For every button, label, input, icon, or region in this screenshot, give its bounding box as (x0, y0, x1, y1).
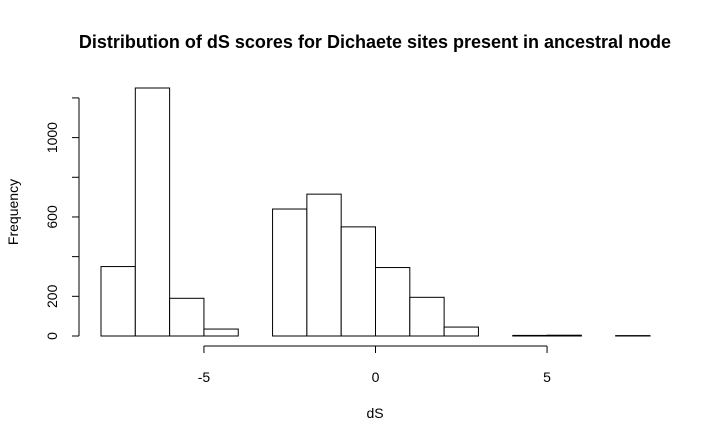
histogram-bar (306, 193, 342, 337)
histogram-bar (203, 328, 239, 337)
x-tick-label: 0 (372, 369, 380, 385)
histogram-bar (272, 208, 308, 337)
histogram-bar (546, 334, 582, 337)
y-tick-label: 0 (44, 332, 60, 340)
histogram-bar (512, 334, 548, 337)
x-tick-label: 5 (543, 369, 551, 385)
histogram-bar (340, 226, 376, 337)
y-axis: 0 200 600 1000 (44, 97, 80, 340)
y-tick-label: 600 (44, 205, 60, 229)
y-axis-label: Frequency (5, 179, 21, 245)
y-tick-label: 1000 (44, 122, 60, 153)
bars-group (100, 87, 651, 337)
x-axis: -5 0 5 (198, 345, 551, 385)
histogram-bar (375, 267, 411, 337)
histogram-bar (169, 297, 205, 337)
histogram-bar (134, 87, 171, 337)
histogram-bar (100, 266, 136, 337)
chart-title: Distribution of dS scores for Dichaete s… (79, 32, 671, 52)
histogram-bar (443, 326, 479, 337)
y-tick-label: 200 (44, 284, 60, 308)
x-tick-label: -5 (198, 369, 211, 385)
histogram-bar (409, 296, 445, 337)
x-axis-label: dS (366, 405, 383, 421)
